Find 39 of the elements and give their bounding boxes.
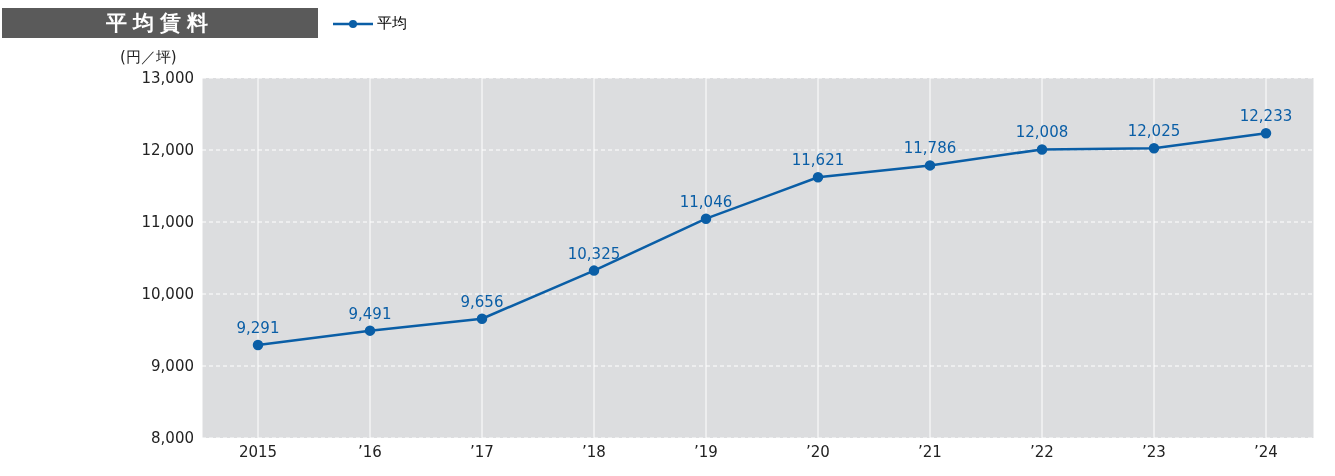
point <box>812 172 824 183</box>
data-label: 9,291 <box>236 319 280 338</box>
x-tick-label: ’18 <box>582 442 606 461</box>
y-tick-label: 11,000 <box>141 213 194 232</box>
data-label: 12,008 <box>1015 123 1069 142</box>
legend-label: 平均 <box>377 14 407 33</box>
point <box>476 313 488 325</box>
x-tick-label: ’19 <box>694 442 718 461</box>
data-label: 12,025 <box>1127 122 1181 141</box>
y-axis-title: (円／坪) <box>120 48 177 67</box>
x-tick-label: ’16 <box>358 442 382 461</box>
data-label: 12,233 <box>1239 107 1293 126</box>
x-tick-label: ’21 <box>918 442 942 461</box>
x-tick-label: ’22 <box>1030 442 1054 461</box>
x-tick-label: ’17 <box>470 442 494 461</box>
x-tick-label: ’20 <box>806 442 830 461</box>
y-tick-label: 9,000 <box>151 357 194 376</box>
data-label: 9,656 <box>460 292 504 311</box>
x-tick-label: ’23 <box>1142 442 1166 461</box>
y-tick-label: 8,000 <box>151 429 194 448</box>
point <box>1260 127 1272 139</box>
data-label: 11,046 <box>679 192 733 211</box>
point <box>700 213 712 224</box>
point <box>252 339 264 351</box>
data-label: 9,491 <box>348 304 392 323</box>
y-tick-label: 12,000 <box>141 141 194 160</box>
data-label: 11,621 <box>791 151 845 170</box>
y-tick-label: 13,000 <box>141 69 194 88</box>
point <box>1148 142 1160 154</box>
data-label: 10,325 <box>567 244 621 263</box>
point <box>588 265 600 276</box>
y-tick-label: 10,000 <box>141 285 194 304</box>
x-tick-label: ’24 <box>1254 442 1278 461</box>
x-tick-label: 2015 <box>238 442 278 461</box>
data-label: 11,786 <box>903 139 957 158</box>
point <box>1036 144 1048 155</box>
point <box>364 325 376 336</box>
chart-title: 平均賃料 <box>2 8 318 38</box>
point <box>924 160 936 171</box>
